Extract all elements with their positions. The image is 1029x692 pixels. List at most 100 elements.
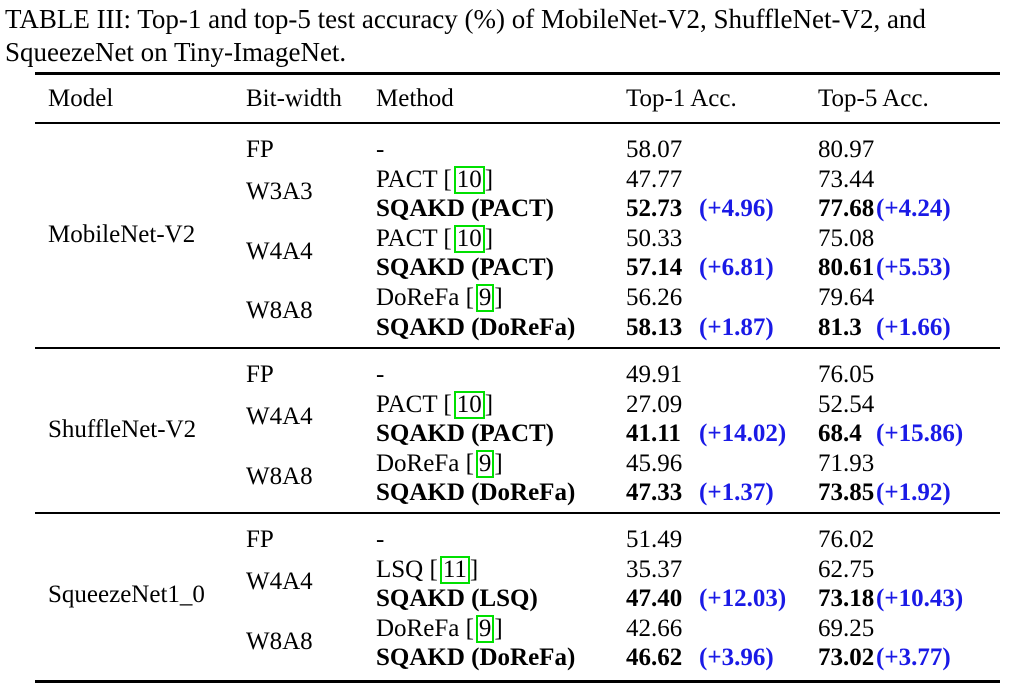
method-label: PACT (376, 390, 438, 418)
top5-value: 68.4 (818, 420, 862, 448)
bit-width: FP (246, 361, 274, 388)
top5-value: 77.68 (818, 195, 875, 223)
top5-value: 81.3 (818, 313, 862, 341)
method: SQAKD (DoReFa) (376, 478, 575, 508)
method-label: SQAKD (PACT) (376, 195, 555, 223)
method-label: SQAKD (DoReFa) (376, 644, 576, 672)
method: - (376, 360, 384, 390)
top5-value: 73.85 (818, 479, 875, 507)
header-model: Model (48, 85, 114, 112)
top1-value: 41.11 (626, 420, 681, 448)
top1-delta: (+3.96) (699, 644, 774, 672)
method-label: SQAKD (DoReFa) (376, 313, 576, 341)
method-label: DoReFa (376, 284, 460, 311)
method: SQAKD (PACT) (376, 419, 554, 449)
bit-width: W4A4 (246, 568, 313, 596)
top1-value: 46.62 (626, 644, 683, 672)
method: SQAKD (DoReFa) (376, 313, 575, 343)
citation-link[interactable]: 9 (475, 284, 495, 312)
method: DoReFa [9] (376, 449, 503, 478)
top1-value: 42.66 (626, 614, 683, 642)
top1-value: 50.33 (626, 224, 683, 252)
top5-value: 73.44 (818, 165, 875, 193)
top1-value: 47.77 (626, 165, 683, 193)
method: SQAKD (LSQ) (376, 584, 538, 614)
method-label: - (376, 361, 385, 388)
top1-value: 45.96 (626, 449, 683, 477)
bit-width: FP (246, 136, 274, 163)
top1-delta: (+1.87) (699, 313, 774, 341)
top1-value: 52.73 (626, 195, 683, 223)
method: - (376, 135, 384, 165)
method: PACT [10] (376, 390, 494, 419)
group-rule (35, 512, 1000, 514)
top5-delta: (+1.92) (876, 479, 951, 507)
header-bit-width: Bit-width (246, 85, 342, 112)
citation-link[interactable]: 11 (439, 555, 470, 584)
top1-value: 47.40 (626, 585, 683, 613)
method-label: SQAKD (LSQ) (376, 585, 538, 613)
top1-delta: (+12.03) (699, 585, 787, 613)
top5-value: 79.64 (818, 284, 875, 311)
method: LSQ [11] (376, 555, 479, 584)
bit-width: W4A4 (246, 403, 313, 431)
top1-value: 58.07 (626, 136, 683, 163)
group-rule (35, 347, 1000, 349)
method-label: LSQ (376, 555, 424, 583)
method-label: PACT (376, 165, 438, 193)
method: - (376, 525, 384, 555)
model-name: MobileNet-V2 (48, 220, 196, 248)
model-name: ShuffleNet-V2 (48, 416, 197, 443)
method-label: SQAKD (PACT) (376, 254, 555, 282)
bit-width: W3A3 (246, 178, 313, 206)
method-label: DoReFa (376, 449, 460, 477)
method-label: SQAKD (DoReFa) (376, 479, 576, 507)
top5-delta: (+1.66) (876, 313, 951, 341)
method: SQAKD (DoReFa) (376, 643, 575, 673)
top5-value: 69.25 (818, 614, 875, 642)
top1-value: 58.13 (626, 313, 683, 341)
bit-width: W8A8 (246, 627, 313, 655)
table-caption: TABLE III: Top-1 and top-5 test accuracy… (5, 4, 926, 67)
top5-delta: (+15.86) (876, 420, 964, 448)
top1-value: 35.37 (626, 555, 683, 583)
top-rule (35, 72, 1000, 75)
method: SQAKD (PACT) (376, 194, 554, 224)
citation-link[interactable]: 9 (475, 614, 495, 643)
top1-delta: (+1.37) (699, 479, 774, 507)
citation-link[interactable]: 10 (453, 165, 485, 194)
bit-width: W8A8 (246, 462, 313, 490)
method-label: SQAKD (PACT) (376, 420, 555, 448)
method: PACT [10] (376, 224, 494, 253)
top1-value: 49.91 (626, 361, 683, 388)
top5-delta: (+4.24) (876, 195, 951, 223)
method: PACT [10] (376, 165, 494, 194)
top5-value: 76.02 (818, 526, 875, 553)
top5-delta: (+3.77) (876, 644, 951, 672)
top5-value: 52.54 (818, 390, 875, 418)
method: DoReFa [9] (376, 614, 503, 643)
top1-delta: (+6.81) (699, 254, 774, 282)
top5-value: 71.93 (818, 449, 875, 477)
model-name: SqueezeNet1_0 (48, 581, 205, 608)
bottom-rule (35, 680, 1000, 683)
bit-width: W8A8 (246, 296, 313, 324)
citation-link[interactable]: 10 (453, 390, 485, 419)
top1-value: 57.14 (626, 254, 683, 282)
method: SQAKD (PACT) (376, 253, 554, 283)
citation-link[interactable]: 10 (453, 224, 485, 253)
top1-value: 27.09 (626, 390, 683, 418)
top5-value: 73.18 (818, 585, 875, 613)
top1-delta: (+14.02) (699, 420, 787, 448)
header-rule (35, 122, 1000, 124)
top5-value: 75.08 (818, 224, 875, 252)
method-label: - (376, 136, 385, 163)
top5-value: 62.75 (818, 555, 875, 583)
citation-link[interactable]: 9 (475, 449, 495, 478)
bit-width: FP (246, 526, 274, 553)
top1-delta: (+4.96) (699, 195, 774, 223)
top5-value: 73.02 (818, 644, 875, 672)
top5-value: 80.61 (818, 254, 875, 282)
bit-width: W4A4 (246, 237, 313, 265)
method: DoReFa [9] (376, 284, 503, 312)
